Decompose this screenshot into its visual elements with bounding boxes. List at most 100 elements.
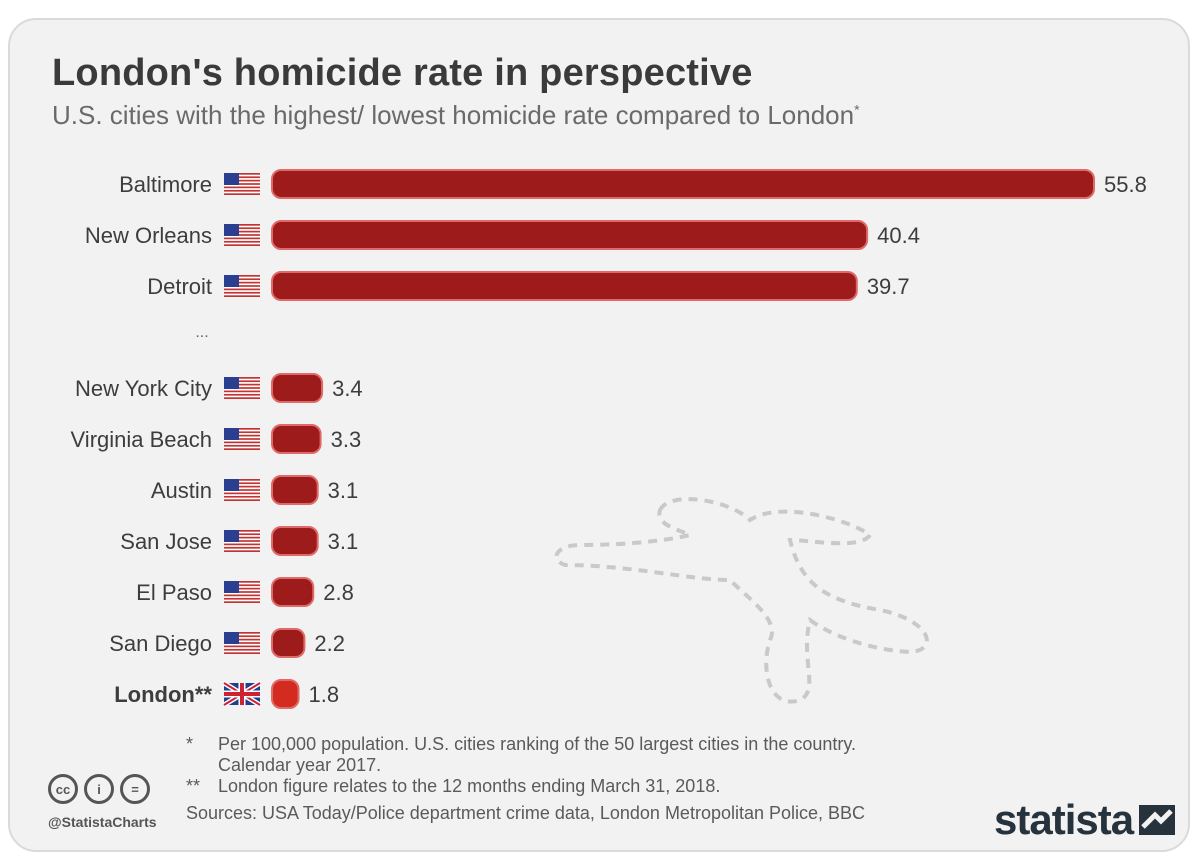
bar-chart: Baltimore 55.8 New Orleans 40.4 Detroit 39.7 N… xyxy=(71,169,1147,709)
footnote-2: ** London figure relates to the 12 month… xyxy=(186,776,966,797)
us-flag-stripe xyxy=(224,431,260,434)
category-label-austin: Austin xyxy=(151,478,212,503)
us-flag-stripe xyxy=(224,635,260,638)
us-flag-stripe xyxy=(224,278,260,281)
us-flag-stripe xyxy=(224,479,260,481)
us-flag-stripe xyxy=(224,244,260,246)
footnote-2-text: London figure relates to the 12 months e… xyxy=(218,776,721,796)
us-flag-stripe xyxy=(224,601,260,603)
us-flag-stripe xyxy=(224,288,260,291)
us-flag-stripe xyxy=(224,638,260,641)
bar-san-jose xyxy=(271,526,319,556)
statista-handle: @StatistaCharts xyxy=(48,814,157,830)
value-label-new-orleans: 40.4 xyxy=(877,223,920,248)
us-flag-stripe xyxy=(224,189,260,192)
chart-title: London's homicide rate in perspective xyxy=(52,52,753,94)
us-flag-stripe xyxy=(224,295,260,297)
category-label-san-diego: San Diego xyxy=(109,631,212,656)
us-flag-stripe xyxy=(224,285,260,287)
footnote-1-text: Per 100,000 population. U.S. cities rank… xyxy=(218,734,857,775)
bar-el-paso xyxy=(271,577,315,607)
us-flag-stripe xyxy=(224,648,260,651)
us-flag-canton xyxy=(224,173,239,185)
us-flag-stripe xyxy=(224,434,260,437)
us-flag-stripe xyxy=(224,441,260,444)
statista-mark-icon xyxy=(1139,805,1176,835)
us-flag-stripe xyxy=(224,594,260,597)
us-flag-stripe xyxy=(224,587,260,590)
us-flag-canton xyxy=(224,275,239,287)
bar-austin xyxy=(271,475,319,505)
category-label-baltimore: Baltimore xyxy=(119,172,212,197)
us-flag-stripe xyxy=(224,482,260,485)
us-flag-stripe xyxy=(224,397,260,399)
us-flag-stripe xyxy=(224,380,260,383)
bar-detroit xyxy=(271,271,858,301)
us-flag-stripe xyxy=(224,234,260,236)
footnote-1: * Per 100,000 population. U.S. cities ra… xyxy=(186,734,966,776)
bar-san-diego xyxy=(271,628,306,658)
us-flag-stripe xyxy=(224,546,260,549)
value-label-el-paso: 2.8 xyxy=(323,580,354,605)
by-icon: i xyxy=(84,774,114,804)
nd-icon: = xyxy=(120,774,150,804)
footnote-1-mark: * xyxy=(186,734,194,754)
us-flag-canton xyxy=(224,224,239,236)
bar-new-orleans xyxy=(271,220,869,250)
category-label-london: London** xyxy=(114,682,212,707)
us-flag-stripe xyxy=(224,179,260,182)
us-flag-stripe xyxy=(224,227,260,230)
statista-logo: statista xyxy=(994,796,1176,844)
us-flag-stripe xyxy=(224,533,260,536)
us-flag-stripe xyxy=(224,652,260,654)
value-label-virginia-beach: 3.3 xyxy=(331,427,362,452)
us-flag-stripe xyxy=(224,186,260,189)
us-flag-stripe xyxy=(224,591,260,593)
category-label-virginia-beach: Virginia Beach xyxy=(71,427,212,452)
us-flag-stripe xyxy=(224,224,260,226)
us-flag-stripe xyxy=(224,642,260,644)
us-flag-canton xyxy=(224,632,239,644)
us-flag-stripe xyxy=(224,536,260,539)
us-flag-stripe xyxy=(224,291,260,294)
category-label-el-paso: El Paso xyxy=(136,580,212,605)
us-flag-stripe xyxy=(224,387,260,389)
bar-london xyxy=(271,679,300,709)
category-label-detroit: Detroit xyxy=(147,274,212,299)
us-flag-stripe xyxy=(224,489,260,491)
subtitle-footnote-marker: * xyxy=(854,101,860,118)
us-flag-canton xyxy=(224,377,239,389)
license-icons: cc i = xyxy=(48,774,150,804)
value-label-detroit: 39.7 xyxy=(867,274,910,299)
category-label-new-orleans: New Orleans xyxy=(85,223,212,248)
us-flag-stripe xyxy=(224,540,260,542)
us-flag-stripe xyxy=(224,428,260,430)
uk-flag-cross-red xyxy=(224,683,260,705)
us-flag-stripe xyxy=(224,183,260,185)
statista-logo-text: statista xyxy=(994,796,1134,843)
footnote-2-mark: ** xyxy=(186,776,201,796)
value-label-new-york-city: 3.4 xyxy=(332,376,363,401)
us-flag-stripe xyxy=(224,584,260,587)
us-flag-stripe xyxy=(224,550,260,552)
us-flag-stripe xyxy=(224,499,260,501)
value-label-london: 1.8 xyxy=(309,682,340,707)
value-label-san-jose: 3.1 xyxy=(328,529,359,554)
bar-baltimore xyxy=(271,169,1095,199)
us-flag-stripe xyxy=(224,444,260,447)
us-flag-stripe xyxy=(224,543,260,546)
us-flag-stripe xyxy=(224,176,260,179)
cc-icon: cc xyxy=(48,774,78,804)
us-flag-stripe xyxy=(224,393,260,396)
us-flag-stripe xyxy=(224,173,260,175)
chalk-outline-decoration xyxy=(554,497,929,704)
chart-card: London's homicide rate in perspective U.… xyxy=(8,18,1190,852)
us-flag-stripe xyxy=(224,237,260,240)
category-label-san-jose: San Jose xyxy=(120,529,212,554)
chart-subtitle: U.S. cities with the highest/ lowest hom… xyxy=(52,100,860,131)
value-label-san-diego: 2.2 xyxy=(314,631,345,656)
us-flag-stripe xyxy=(224,383,260,386)
us-flag-stripe xyxy=(224,645,260,648)
us-flag-stripe xyxy=(224,275,260,277)
us-flag-canton xyxy=(224,428,239,440)
